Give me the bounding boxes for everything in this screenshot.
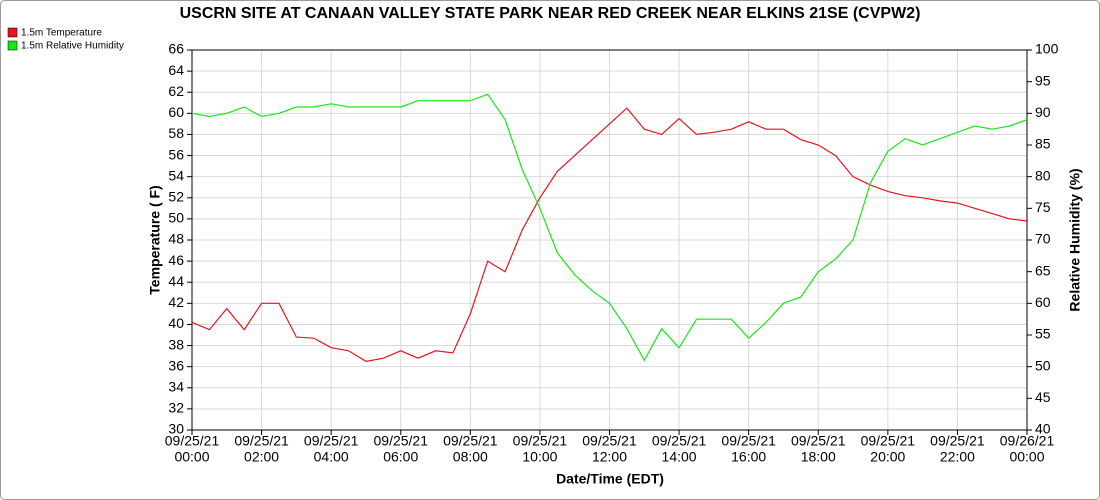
y2-tick-label: 45 <box>1035 389 1051 405</box>
legend-swatch <box>7 40 18 51</box>
y-axis-title: Temperature ( F) <box>147 185 163 294</box>
y-tick-label: 48 <box>168 231 184 247</box>
y-tick-label: 46 <box>168 252 184 268</box>
y2-tick-label: 100 <box>1035 41 1059 57</box>
x-tick-label: 06:00 <box>383 449 418 465</box>
x-tick-label: 16:00 <box>731 449 766 465</box>
x-tick-label: 09/25/21 <box>791 433 846 449</box>
y2-tick-label: 55 <box>1035 326 1051 342</box>
x-tick-label: 20:00 <box>870 449 905 465</box>
x-tick-label: 09/25/21 <box>652 433 707 449</box>
series-line <box>191 107 1028 363</box>
y-tick-label: 56 <box>168 146 184 162</box>
x-tick-label: 09/25/21 <box>582 433 637 449</box>
y-tick-label: 36 <box>168 357 184 373</box>
y-tick-label: 42 <box>168 294 184 310</box>
y-tick-label: 54 <box>168 167 184 183</box>
x-axis-title: Date/Time (EDT) <box>556 471 664 487</box>
y2-tick-label: 70 <box>1035 231 1051 247</box>
legend-label: 1.5m Relative Humidity <box>21 41 124 52</box>
x-tick-label: 09/25/21 <box>165 433 220 449</box>
legend-label: 1.5m Temperature <box>21 28 102 39</box>
y-tick-label: 58 <box>168 125 184 141</box>
x-tick-label: 14:00 <box>662 449 697 465</box>
y2-tick-label: 40 <box>1035 421 1051 437</box>
y-tick-label: 30 <box>168 421 184 437</box>
y2-tick-label: 75 <box>1035 199 1051 215</box>
plot-area <box>191 49 1028 431</box>
x-tick-label: 09/25/21 <box>721 433 776 449</box>
y-tick-label: 34 <box>168 378 184 394</box>
y2-tick-label: 65 <box>1035 262 1051 278</box>
y-tick-label: 50 <box>168 210 184 226</box>
legend-swatch <box>7 27 18 38</box>
x-tick-label: 09/25/21 <box>930 433 985 449</box>
x-tick-label: 12:00 <box>592 449 627 465</box>
y-tick-label: 44 <box>168 273 184 289</box>
x-tick-label: 09/25/21 <box>304 433 359 449</box>
y2-tick-label: 50 <box>1035 357 1051 373</box>
x-tick-label: 09/25/21 <box>443 433 498 449</box>
series-line <box>191 93 1028 362</box>
x-tick-label: 00:00 <box>1009 449 1044 465</box>
y-tick-label: 40 <box>168 315 184 331</box>
y-tick-label: 52 <box>168 188 184 204</box>
y2-tick-label: 90 <box>1035 104 1051 120</box>
y-tick-label: 38 <box>168 336 184 352</box>
x-tick-label: 10:00 <box>522 449 557 465</box>
x-tick-label: 09/25/21 <box>513 433 568 449</box>
y2-tick-label: 60 <box>1035 294 1051 310</box>
y-tick-label: 62 <box>168 83 184 99</box>
y-tick-label: 32 <box>168 400 184 416</box>
y2-tick-label: 95 <box>1035 72 1051 88</box>
y-tick-label: 66 <box>168 41 184 57</box>
chart-title: USCRN SITE AT CANAAN VALLEY STATE PARK N… <box>180 5 921 22</box>
y2-tick-label: 80 <box>1035 167 1051 183</box>
y2-tick-label: 85 <box>1035 136 1051 152</box>
x-tick-label: 00:00 <box>174 449 209 465</box>
x-tick-label: 22:00 <box>940 449 975 465</box>
x-tick-label: 09/25/21 <box>234 433 289 449</box>
y2-axis-title: Relative Humidity (%) <box>1067 168 1083 311</box>
x-tick-label: 18:00 <box>801 449 836 465</box>
x-tick-label: 04:00 <box>314 449 349 465</box>
x-tick-label: 09/25/21 <box>374 433 429 449</box>
y-tick-label: 64 <box>168 62 184 78</box>
y-tick-label: 60 <box>168 104 184 120</box>
x-tick-label: 09/26/21 <box>1000 433 1055 449</box>
x-tick-label: 09/25/21 <box>861 433 916 449</box>
x-tick-label: 02:00 <box>244 449 279 465</box>
x-tick-label: 08:00 <box>453 449 488 465</box>
